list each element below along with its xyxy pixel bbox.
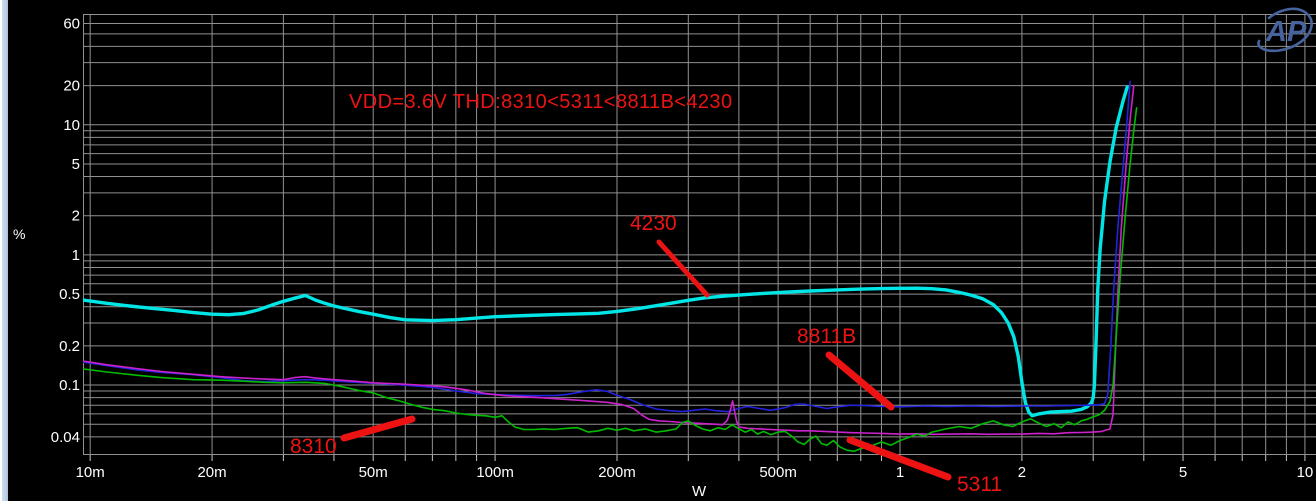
y-tick-label: 5 (72, 156, 80, 173)
x-tick-label: 10m (76, 464, 105, 481)
annotation-label-8310: 8310 (290, 435, 337, 458)
annotation-arrow-8310 (340, 415, 416, 442)
x-tick-label: 500m (759, 464, 797, 481)
x-tick-label: 200m (598, 464, 636, 481)
curves (83, 80, 1138, 453)
plot-border (83, 14, 1316, 455)
x-tick-label: 20m (197, 464, 226, 481)
grid (83, 14, 1316, 455)
x-tick-label: 2 (1018, 464, 1026, 481)
ap-logo-text: AP (1265, 16, 1307, 48)
y-tick-label: 0.2 (59, 338, 80, 355)
annotation-arrows (340, 239, 952, 481)
window-edge (0, 0, 8, 501)
axis-ticks: 10m 20m 50m 100m 200m 500m 1 2 5 10 60 20 10 5 2 1 0.5 0.… (51, 16, 1313, 481)
annotation-label-4230: 4230 (630, 212, 677, 235)
y-tick-label: 0.5 (59, 286, 80, 303)
annotation-label-5311: 5311 (957, 473, 1003, 496)
x-tick-label: 100m (476, 464, 514, 481)
curve-4230 (83, 85, 1129, 418)
y-axis-unit-label: % (13, 226, 26, 242)
annotation-arrow-5311 (846, 436, 952, 481)
x-tick-label: 10 (1297, 464, 1314, 481)
x-tick-label: 50m (359, 464, 388, 481)
y-tick-label: 1 (72, 247, 80, 264)
curve-5311 (83, 84, 1135, 436)
y-tick-label: 20 (63, 78, 80, 95)
y-tick-label: 0.1 (59, 377, 80, 394)
curve-8310 (83, 107, 1138, 453)
x-axis-unit-label: W (692, 483, 707, 500)
x-tick-label: 5 (1179, 464, 1187, 481)
chart-title: VDD=3.6V THD:8310<5311<8811B<4230 (349, 91, 733, 113)
plot-border-line (83, 14, 1316, 455)
ap-logo-icon: AP (1257, 7, 1313, 53)
curve-8811B (83, 80, 1131, 413)
y-tick-label: 10 (63, 117, 80, 134)
annotation-label-8811b: 8811B (797, 325, 857, 348)
y-tick-label: 60 (63, 16, 80, 33)
annotation-arrow-8811B (825, 351, 895, 411)
x-tick-label: 1 (896, 464, 904, 481)
y-tick-label: 0.04 (51, 429, 80, 446)
annotation-arrow-4230 (656, 239, 710, 298)
y-tick-label: 2 (72, 208, 80, 225)
